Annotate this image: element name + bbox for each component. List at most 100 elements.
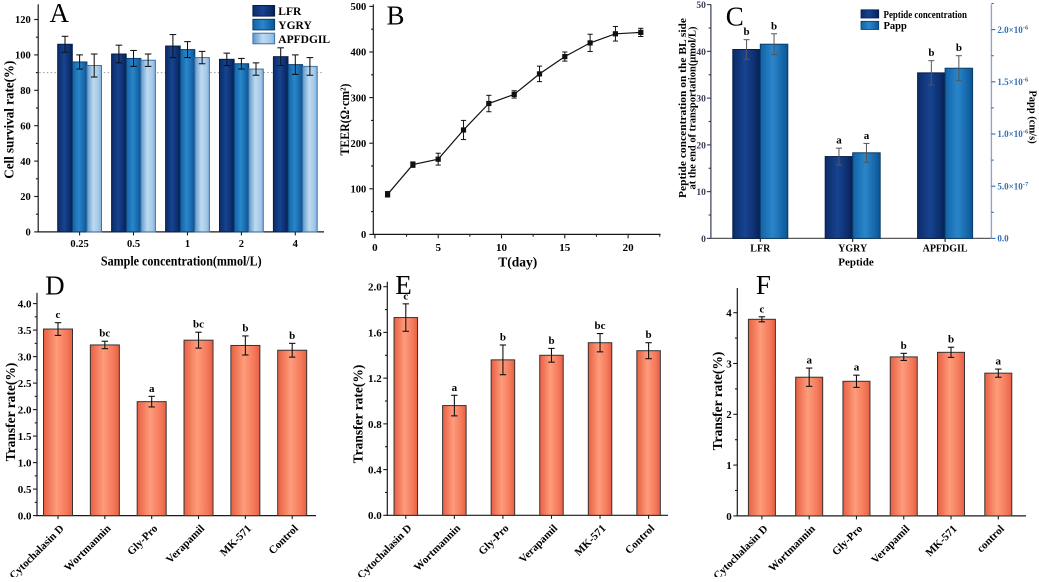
svg-text:1.6: 1.6	[368, 327, 382, 339]
svg-text:b: b	[242, 322, 248, 334]
svg-text:Cell survival rate(%): Cell survival rate(%)	[2, 61, 17, 179]
svg-text:0.8: 0.8	[368, 419, 382, 431]
svg-text:LFR: LFR	[278, 6, 302, 18]
svg-text:60: 60	[20, 121, 31, 132]
svg-text:20: 20	[696, 141, 706, 151]
svg-text:4: 4	[293, 239, 299, 250]
svg-text:300: 300	[351, 93, 367, 104]
svg-text:0.4: 0.4	[368, 465, 382, 477]
svg-text:b: b	[743, 26, 749, 38]
svg-text:Peptide concentration on the B: Peptide concentration on the BL side	[678, 17, 689, 198]
svg-text:500: 500	[351, 2, 367, 13]
svg-text:bc: bc	[99, 328, 110, 340]
svg-text:a: a	[996, 356, 1002, 368]
svg-text:YGRY: YGRY	[278, 20, 312, 32]
svg-text:3.0: 3.0	[18, 352, 32, 364]
svg-text:0.25: 0.25	[70, 239, 88, 250]
svg-text:b: b	[956, 42, 962, 54]
svg-text:3: 3	[726, 358, 732, 370]
svg-text:3.5: 3.5	[18, 325, 32, 337]
svg-text:30: 30	[696, 95, 706, 105]
svg-text:0.5: 0.5	[127, 239, 140, 250]
svg-text:a: a	[806, 355, 812, 367]
svg-text:b: b	[928, 47, 934, 59]
svg-text:D: D	[45, 271, 65, 301]
svg-text:a: a	[854, 362, 860, 374]
svg-text:Peptide: Peptide	[838, 257, 874, 269]
svg-text:120: 120	[15, 15, 31, 26]
svg-text:YGRY: YGRY	[838, 243, 868, 254]
svg-text:a: a	[149, 383, 155, 395]
svg-text:2.5: 2.5	[18, 378, 32, 390]
svg-text:E: E	[395, 270, 412, 300]
svg-text:Transfer rate(%): Transfer rate(%)	[3, 363, 18, 462]
svg-text:4: 4	[726, 308, 732, 320]
svg-text:Sample concentration(mmol/L): Sample concentration(mmol/L)	[101, 254, 262, 269]
svg-text:5.0×10-7: 5.0×10-7	[997, 181, 1029, 192]
svg-text:1: 1	[726, 460, 732, 472]
svg-text:0.0: 0.0	[18, 511, 32, 523]
svg-text:10: 10	[496, 242, 508, 254]
svg-text:100: 100	[351, 185, 367, 196]
svg-text:b: b	[901, 340, 907, 352]
svg-text:at the end of transportation(μ: at the end of transportation(μmol/L)	[688, 27, 699, 190]
svg-text:5: 5	[435, 242, 441, 254]
svg-text:0: 0	[372, 242, 378, 254]
svg-text:a: a	[864, 130, 870, 142]
svg-text:0.0: 0.0	[997, 234, 1009, 244]
svg-text:c: c	[56, 309, 61, 321]
svg-text:a: a	[452, 382, 458, 394]
svg-text:a: a	[836, 135, 842, 147]
svg-text:2: 2	[726, 409, 732, 421]
svg-text:A: A	[50, 0, 70, 28]
svg-text:c: c	[403, 290, 408, 302]
svg-text:0: 0	[25, 228, 30, 239]
svg-text:2.0×10-6: 2.0×10-6	[997, 24, 1029, 35]
svg-text:1: 1	[185, 239, 190, 250]
svg-text:200: 200	[351, 139, 367, 150]
svg-text:2.0: 2.0	[368, 282, 382, 294]
svg-text:1.0×10-6: 1.0×10-6	[997, 129, 1029, 140]
svg-text:TEER(Ω·cm²): TEER(Ω·cm²)	[338, 84, 352, 156]
svg-text:Transfer rate(%): Transfer rate(%)	[710, 352, 725, 451]
svg-text:1.0: 1.0	[18, 458, 32, 470]
svg-text:C: C	[726, 2, 744, 32]
svg-text:0: 0	[726, 511, 732, 523]
svg-text:4.0: 4.0	[18, 299, 32, 311]
svg-text:400: 400	[351, 48, 367, 59]
svg-text:Papp (cm/s): Papp (cm/s)	[1027, 90, 1038, 144]
svg-text:1.5: 1.5	[18, 431, 32, 443]
svg-text:100: 100	[15, 51, 31, 62]
svg-text:c: c	[759, 303, 764, 315]
svg-text:20: 20	[20, 192, 31, 203]
svg-text:1.5×10-6: 1.5×10-6	[997, 77, 1029, 88]
svg-text:0.5: 0.5	[18, 484, 32, 496]
svg-text:F: F	[756, 270, 771, 300]
svg-text:LFR: LFR	[750, 243, 771, 254]
svg-text:2.0: 2.0	[18, 405, 32, 417]
svg-text:10: 10	[696, 188, 706, 198]
svg-text:40: 40	[20, 157, 31, 168]
svg-text:80: 80	[20, 86, 31, 97]
svg-text:b: b	[548, 335, 554, 347]
svg-text:B: B	[387, 0, 405, 30]
svg-text:2: 2	[239, 239, 244, 250]
svg-text:Papp: Papp	[884, 21, 908, 32]
svg-text:20: 20	[623, 242, 635, 254]
svg-text:0.0: 0.0	[368, 510, 382, 522]
svg-text:0: 0	[701, 235, 706, 245]
svg-text:Peptide concentration: Peptide concentration	[884, 10, 968, 21]
svg-text:b: b	[500, 332, 506, 344]
svg-text:40: 40	[696, 48, 706, 58]
svg-text:Transfer rate(%): Transfer rate(%)	[351, 365, 366, 464]
svg-text:b: b	[771, 20, 777, 32]
svg-text:1.2: 1.2	[368, 373, 382, 385]
svg-text:0: 0	[361, 230, 366, 241]
svg-text:b: b	[646, 329, 652, 341]
svg-text:b: b	[948, 334, 954, 346]
svg-text:APFDGIL: APFDGIL	[278, 34, 330, 46]
svg-text:bc: bc	[193, 319, 204, 331]
svg-text:b: b	[289, 330, 295, 342]
svg-text:APFDGIL: APFDGIL	[923, 243, 968, 254]
svg-text:50: 50	[696, 1, 706, 11]
